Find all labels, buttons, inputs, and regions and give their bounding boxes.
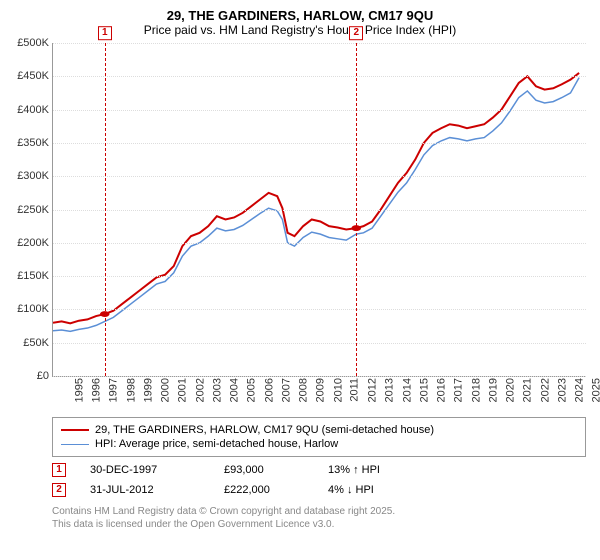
y-axis-label: £400K — [17, 104, 49, 116]
chart-title: 29, THE GARDINERS, HARLOW, CM17 9QU Pric… — [8, 8, 592, 37]
y-axis-label: £0 — [37, 370, 49, 382]
x-axis-label: 2016 — [436, 378, 448, 402]
x-axis-label: 2014 — [401, 378, 413, 402]
gridline-h — [53, 210, 586, 211]
y-axis-label: £350K — [17, 137, 49, 149]
gridline-h — [53, 176, 586, 177]
footnote-line-2: This data is licensed under the Open Gov… — [52, 518, 592, 531]
y-axis-label: £300K — [17, 170, 49, 182]
annotation-delta: 4% ↓ HPI — [328, 484, 374, 496]
y-axis-label: £500K — [17, 37, 49, 49]
gridline-h — [53, 76, 586, 77]
gridline-h — [53, 143, 586, 144]
gridline-h — [53, 343, 586, 344]
legend-label: HPI: Average price, semi-detached house,… — [95, 438, 338, 450]
y-axis-label: £200K — [17, 237, 49, 249]
plot-area: £0£50K£100K£150K£200K£250K£300K£350K£400… — [52, 43, 586, 377]
x-axis-label: 2012 — [367, 378, 379, 402]
x-axis-label: 2020 — [505, 378, 517, 402]
x-axis-label: 2010 — [332, 378, 344, 402]
x-axis-label: 2005 — [246, 378, 258, 402]
x-axis-label: 2011 — [349, 378, 361, 402]
legend-row: 29, THE GARDINERS, HARLOW, CM17 9QU (sem… — [61, 424, 577, 436]
x-axis-label: 2001 — [177, 378, 189, 402]
annotation-row: 2 31-JUL-2012 £222,000 4% ↓ HPI — [52, 483, 586, 497]
series-line — [53, 78, 579, 332]
annotation-date: 31-JUL-2012 — [90, 484, 200, 496]
gridline-h — [53, 243, 586, 244]
marker-line — [356, 43, 357, 376]
x-axis-label: 2006 — [263, 378, 275, 402]
gridline-h — [53, 110, 586, 111]
gridline-h — [53, 43, 586, 44]
annotation-date: 30-DEC-1997 — [90, 464, 200, 476]
x-axis-label: 1997 — [108, 378, 120, 402]
marker-badge: 2 — [349, 26, 363, 40]
annotation-price: £93,000 — [224, 464, 304, 476]
legend-label: 29, THE GARDINERS, HARLOW, CM17 9QU (sem… — [95, 424, 434, 436]
annotation-list: 1 30-DEC-1997 £93,000 13% ↑ HPI 2 31-JUL-2012… — [8, 463, 592, 497]
x-axis-label: 2008 — [298, 378, 310, 402]
x-axis-label: 2002 — [194, 378, 206, 402]
chart-container: £0£50K£100K£150K£200K£250K£300K£350K£400… — [52, 43, 586, 413]
x-axis-label: 1996 — [91, 378, 103, 402]
x-axis-label: 2023 — [556, 378, 568, 402]
title-line-2: Price paid vs. HM Land Registry's House … — [8, 23, 592, 37]
x-axis-label: 2019 — [487, 378, 499, 402]
legend-swatch — [61, 429, 89, 431]
annotation-row: 1 30-DEC-1997 £93,000 13% ↑ HPI — [52, 463, 586, 477]
legend-box: 29, THE GARDINERS, HARLOW, CM17 9QU (sem… — [52, 417, 586, 457]
y-axis-label: £150K — [17, 270, 49, 282]
annotation-marker: 2 — [52, 483, 66, 497]
x-axis-label: 2025 — [591, 378, 600, 402]
legend-row: HPI: Average price, semi-detached house,… — [61, 438, 577, 450]
x-axis-label: 1999 — [142, 378, 154, 402]
title-line-1: 29, THE GARDINERS, HARLOW, CM17 9QU — [8, 8, 592, 23]
x-axis-label: 1998 — [125, 378, 137, 402]
marker-badge: 1 — [98, 26, 112, 40]
y-axis-label: £50K — [23, 337, 49, 349]
x-axis-label: 2000 — [160, 378, 172, 402]
x-axis-label: 2017 — [453, 378, 465, 402]
x-axis-label: 1995 — [73, 378, 85, 402]
y-axis-label: £250K — [17, 204, 49, 216]
footnote: Contains HM Land Registry data © Crown c… — [52, 505, 592, 531]
footnote-line-1: Contains HM Land Registry data © Crown c… — [52, 505, 592, 518]
x-axis-label: 2022 — [539, 378, 551, 402]
marker-line — [105, 43, 106, 376]
x-axis-label: 2018 — [470, 378, 482, 402]
annotation-price: £222,000 — [224, 484, 304, 496]
gridline-h — [53, 309, 586, 310]
x-axis-label: 2007 — [280, 378, 292, 402]
annotation-marker: 1 — [52, 463, 66, 477]
legend-swatch — [61, 444, 89, 445]
annotation-delta: 13% ↑ HPI — [328, 464, 380, 476]
x-axis-label: 2015 — [418, 378, 430, 402]
x-axis-label: 2024 — [574, 378, 586, 402]
gridline-h — [53, 376, 586, 377]
x-axis-label: 2003 — [211, 378, 223, 402]
x-axis-label: 2004 — [229, 378, 241, 402]
y-axis-label: £450K — [17, 70, 49, 82]
x-axis-label: 2009 — [315, 378, 327, 402]
gridline-h — [53, 276, 586, 277]
y-axis-label: £100K — [17, 303, 49, 315]
x-axis-label: 2013 — [384, 378, 396, 402]
x-axis-label: 2021 — [522, 378, 534, 402]
